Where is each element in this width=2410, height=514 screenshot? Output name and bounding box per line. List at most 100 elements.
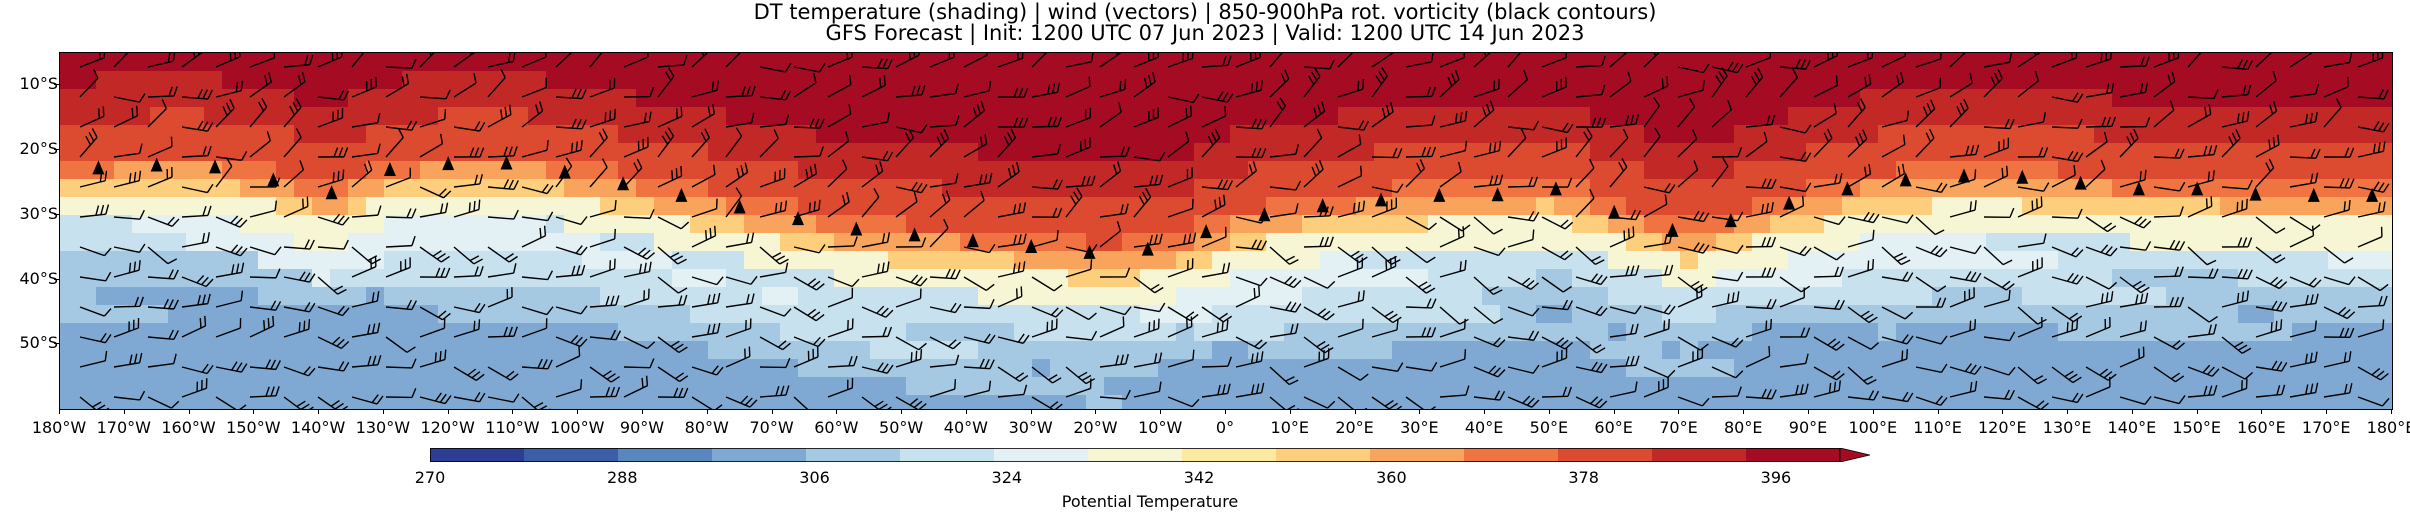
shading-cell — [492, 305, 511, 324]
shading-cell — [258, 89, 277, 108]
shading-cell — [2346, 161, 2365, 180]
shading-cell — [780, 323, 799, 342]
shading-cell — [420, 359, 439, 378]
shading-cell — [1536, 53, 1555, 72]
wind-barb — [317, 90, 350, 101]
shading-cell — [1716, 395, 1735, 409]
shading-cell — [1032, 143, 1051, 162]
wind-barb — [2255, 276, 2288, 290]
shading-cell — [1536, 179, 1555, 198]
shading-cell — [348, 215, 367, 234]
shading-cell — [978, 323, 997, 342]
shading-cell — [2040, 179, 2059, 198]
shading-cell — [960, 305, 979, 324]
shading-cell — [1734, 395, 1753, 409]
wind-barb — [147, 86, 178, 98]
shading-cell — [690, 89, 709, 108]
shading-cell — [528, 341, 547, 360]
shading-cell — [2328, 341, 2347, 360]
shading-cell — [222, 107, 241, 126]
lon-tick-label: 60°W — [814, 418, 859, 437]
shading-cell — [726, 359, 745, 378]
wind-barb — [895, 53, 920, 68]
shading-cell — [1266, 107, 1285, 126]
shading-cell — [1230, 179, 1249, 198]
shading-cell — [2220, 269, 2239, 288]
shading-cell — [2040, 107, 2059, 126]
shading-cell — [2328, 251, 2347, 270]
shading-cell — [1572, 287, 1591, 306]
wind-barb — [861, 326, 893, 338]
shading-cell — [2346, 359, 2365, 378]
lon-tick-label: 30°W — [1008, 418, 1053, 437]
wind-barb — [1405, 115, 1436, 128]
wind-barb — [113, 317, 140, 338]
shading-cell — [2058, 53, 2077, 72]
shading-cell — [636, 287, 655, 306]
shading-cell — [1104, 125, 1123, 144]
wind-barb — [2255, 158, 2275, 188]
shading-cell — [240, 287, 259, 306]
shading-cell — [204, 215, 223, 234]
shading-cell — [2130, 71, 2149, 90]
shading-cell — [654, 287, 673, 306]
shading-cell — [1266, 197, 1285, 216]
shading-cell — [150, 359, 169, 378]
shading-cell — [726, 305, 745, 324]
wind-barb — [419, 349, 447, 368]
shading-cell — [1032, 377, 1051, 396]
shading-cell — [1392, 215, 1411, 234]
wind-barb — [2085, 116, 2117, 128]
wind-barb — [1473, 78, 1500, 98]
shading-cell — [1878, 341, 1897, 360]
shading-cell — [708, 197, 727, 216]
wind-pennant — [500, 155, 513, 170]
wind-barb — [1439, 349, 1467, 368]
shading-cell — [996, 89, 1015, 108]
wind-barb — [1609, 128, 1629, 158]
shading-cell — [582, 215, 601, 234]
wind-barb — [657, 127, 675, 158]
shading-cell — [852, 197, 871, 216]
wind-barb — [2255, 300, 2288, 312]
shading-cell — [1680, 377, 1699, 396]
wind-barb — [1269, 69, 1290, 98]
shading-cell — [564, 125, 583, 144]
wind-barb — [453, 319, 481, 338]
wind-barb — [1201, 55, 1232, 68]
shading-cell — [636, 53, 655, 72]
shading-cell — [744, 71, 763, 90]
shading-cell — [2076, 125, 2095, 144]
shading-cell — [1284, 215, 1303, 234]
shading-cell — [456, 161, 475, 180]
shading-cell — [816, 53, 835, 72]
wind-barb — [1881, 110, 1910, 128]
shading-cell — [762, 161, 781, 180]
shading-cell — [1212, 233, 1231, 252]
shading-cell — [2220, 341, 2239, 360]
shading-cell — [438, 359, 457, 378]
shading-cell — [1680, 197, 1699, 216]
lat-tick-label: 40°S — [19, 268, 58, 288]
shading-cell — [1896, 143, 1915, 162]
lon-tick-label: 50°E — [1529, 418, 1569, 437]
wind-barb — [1881, 163, 1906, 188]
shading-cell — [942, 179, 961, 198]
shading-cell — [708, 107, 727, 126]
wind-barb — [2017, 316, 2043, 338]
wind-barb — [1405, 146, 1437, 158]
wind-barb — [1405, 246, 1436, 264]
shading-cell — [1212, 89, 1231, 108]
shading-cell — [816, 143, 835, 162]
shading-cell — [1104, 305, 1123, 324]
shading-cell — [636, 305, 655, 324]
shading-cell — [600, 305, 619, 324]
shading-cell — [870, 341, 889, 360]
shading-cell — [564, 53, 583, 72]
wind-barb — [317, 276, 347, 295]
wind-barb — [2119, 56, 2150, 68]
shading-cell — [1914, 125, 1933, 144]
wind-barb — [997, 202, 1027, 218]
wind-barb — [181, 145, 212, 158]
shading-cell — [1104, 251, 1123, 270]
